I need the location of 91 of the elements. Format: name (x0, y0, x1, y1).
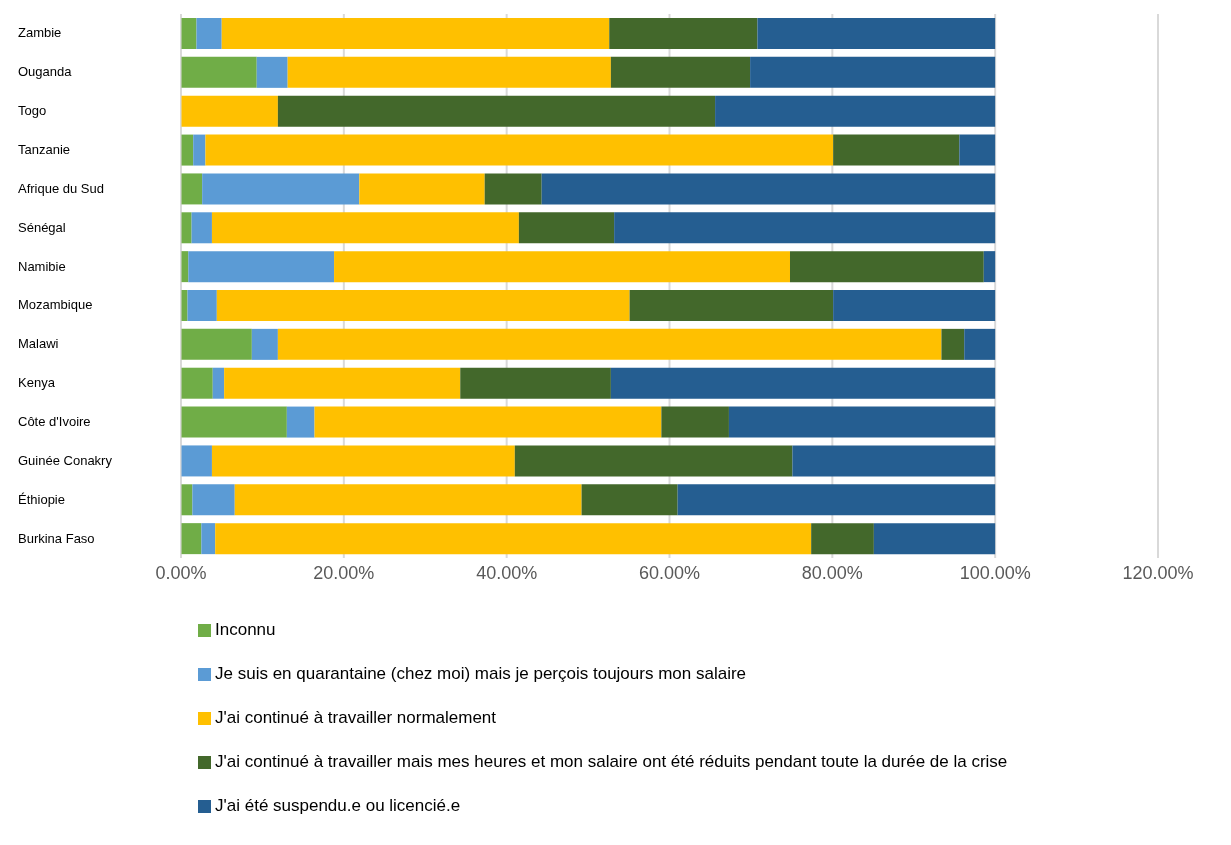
bar (581, 484, 678, 516)
legend-label: Je suis en quarantaine (chez moi) mais je perçois toujours mon salaire (215, 664, 747, 683)
bar (181, 328, 252, 360)
bar (251, 328, 278, 360)
bar (757, 18, 996, 49)
bar (205, 134, 834, 166)
bar (181, 290, 188, 321)
x-tick-label: 20.00% (313, 562, 375, 583)
bar (277, 95, 716, 127)
bar (256, 56, 288, 88)
bar (201, 523, 216, 555)
bar (609, 18, 758, 49)
y-tick-label: Côte d'Ivoire (18, 414, 91, 429)
bar (677, 484, 996, 516)
bar (196, 18, 222, 49)
bar (181, 173, 203, 205)
bar (202, 173, 360, 205)
bar (614, 212, 996, 244)
bar (460, 367, 611, 399)
bar (192, 484, 235, 516)
bar (212, 367, 225, 399)
y-tick-label: Tanzanie (18, 142, 71, 157)
bar (181, 406, 287, 438)
bar (188, 251, 335, 283)
bar (792, 445, 996, 477)
bar (211, 212, 519, 244)
bar (359, 173, 485, 205)
bar (211, 445, 515, 477)
bar (833, 290, 996, 321)
bar (216, 290, 630, 321)
x-tick-label: 120.00% (1122, 562, 1194, 583)
bar (221, 18, 610, 49)
y-tick-label: Togo (18, 103, 47, 119)
bar (941, 328, 965, 360)
bar (964, 328, 996, 360)
x-tick-label: 40.00% (476, 562, 538, 583)
legend-label: J'ai continué à travailler mais mes heures et mon salaire ont été réduits pendant toute la durée de la crise (215, 752, 1008, 771)
legend-label: J'ai été suspendu.e ou licencié.e (215, 796, 461, 815)
y-tick-label: Burkina Faso (18, 530, 95, 546)
bar (191, 212, 212, 244)
legend-label: J'ai continué à travailler normalement (215, 708, 497, 727)
y-tick-label: Afrique du Sud (18, 180, 105, 196)
y-tick-label: Kenya (18, 375, 56, 391)
y-tick-label: Namibie (18, 258, 66, 274)
y-tick-label: Zambie (18, 25, 62, 41)
bar (728, 406, 996, 438)
y-tick-label: Guinée Conakry (18, 452, 113, 468)
bar (181, 56, 257, 88)
bar (484, 173, 542, 205)
bar (181, 523, 202, 555)
bar (181, 212, 192, 244)
bar (610, 367, 996, 399)
x-tick-label: 80.00% (801, 562, 863, 583)
bar (873, 523, 996, 555)
bar (959, 134, 996, 166)
bar (277, 328, 942, 360)
bar (541, 173, 996, 205)
bar (629, 290, 834, 321)
x-tick-label: 0.00% (155, 562, 207, 583)
y-tick-label: Ouganda (18, 64, 73, 80)
bar (287, 56, 611, 88)
bar (215, 523, 812, 555)
bar (193, 134, 206, 166)
bar (833, 134, 960, 166)
bar (181, 445, 212, 477)
bar (661, 406, 729, 438)
y-tick-label: Malawi (18, 336, 59, 352)
bar (286, 406, 315, 438)
bar (181, 367, 213, 399)
y-tick-label: Éthiopie (18, 491, 65, 507)
bar (234, 484, 582, 516)
bar (181, 95, 278, 127)
legend-label: Inconnu (215, 620, 276, 639)
bar (514, 445, 793, 477)
y-tick-label: Sénégal (18, 219, 66, 235)
bar (181, 134, 194, 166)
bar (314, 406, 662, 438)
bar (811, 523, 874, 555)
x-tick-label: 60.00% (638, 562, 701, 583)
bar (983, 251, 996, 283)
x-tick-label: 100.00% (959, 562, 1031, 583)
bar (518, 212, 615, 244)
bar (334, 251, 790, 283)
bar (224, 367, 461, 399)
bar (790, 251, 984, 283)
bar (181, 18, 197, 49)
bar (610, 56, 751, 88)
bar (750, 56, 996, 88)
y-tick-label: Mozambique (18, 297, 93, 313)
bar (715, 95, 996, 127)
bar (187, 290, 217, 321)
